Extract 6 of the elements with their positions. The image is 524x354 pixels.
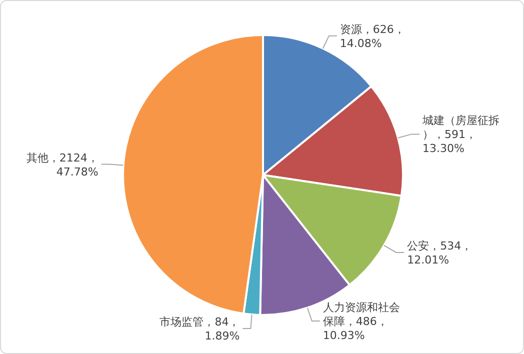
slice-label: 其他，2124，47.78%: [26, 151, 98, 178]
slice-label: 市场监管，84，1.89%: [160, 316, 240, 343]
slice-label: 城建（房屋征拆），591，13.30%: [421, 114, 500, 156]
slice-label: 公安，534，12.01%: [407, 239, 472, 266]
slice-label: 资源，626，14.08%: [340, 22, 405, 50]
slice-label: 人力资源和社会保障，486，10.93%: [322, 301, 400, 342]
